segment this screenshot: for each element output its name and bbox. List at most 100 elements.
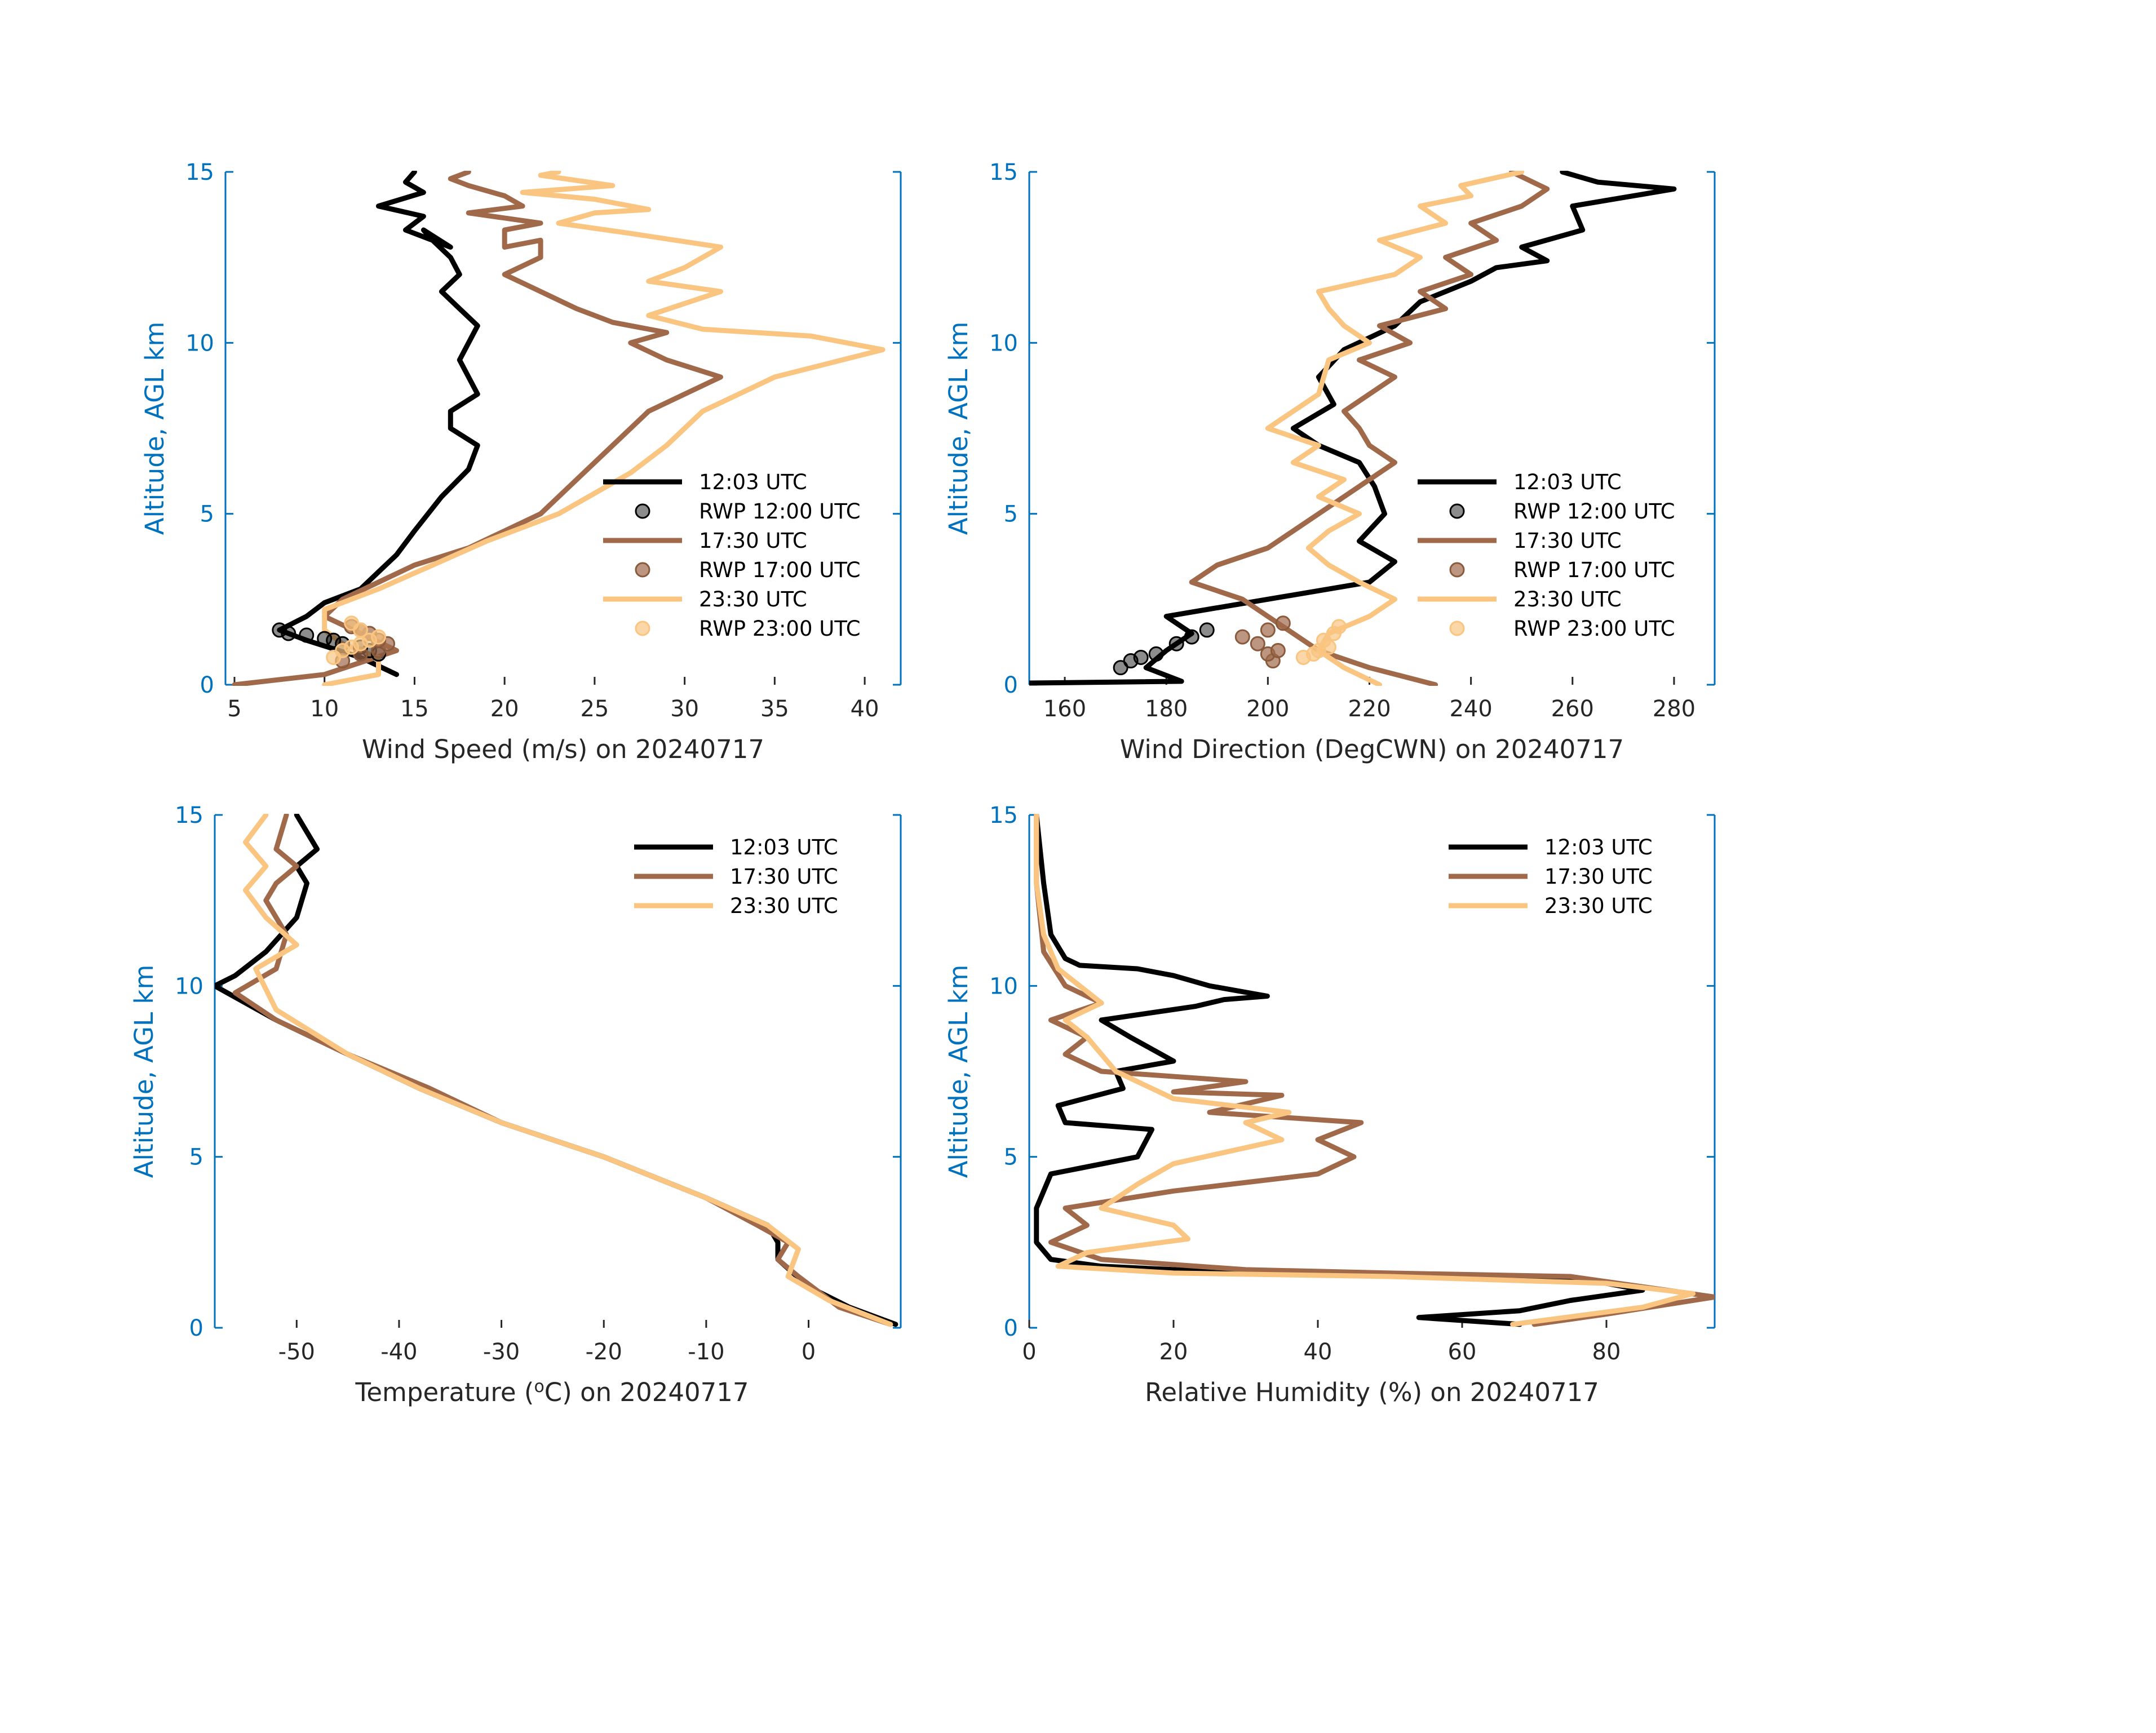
wind-direction-xtick-label: 280	[1653, 696, 1695, 722]
wind-speed-series-17-30-utc	[232, 171, 723, 686]
temperature-legend-item: 12:03 UTC	[634, 835, 838, 859]
wind-direction-legend-label: RWP 23:00 UTC	[1513, 617, 1675, 641]
wind-direction-series-17-30-utc	[1189, 171, 1550, 686]
wind-direction-point-rwp-12-00-utc	[1133, 649, 1149, 665]
humidity-xtick-label: 0	[1022, 1339, 1036, 1365]
temperature-legend-label: 23:30 UTC	[730, 894, 838, 918]
temperature-ylabel: Altitude, AGL km	[129, 965, 159, 1178]
wind-speed-legend-label: RWP 12:00 UTC	[699, 499, 861, 524]
temperature-legend: 12:03 UTC 17:30 UTC 23:30 UTC	[634, 835, 838, 918]
wind-speed-xtick-label: 40	[851, 696, 879, 722]
wind-direction-xtick-label: 260	[1551, 696, 1594, 722]
humidity-series-group	[1034, 814, 1715, 1327]
wind-direction-xtick-label: 240	[1449, 696, 1492, 722]
wind-direction-point-rwp-17-00-utc	[1275, 615, 1291, 631]
wind-speed-point-rwp-12-00-utc	[299, 627, 315, 643]
humidity-ytick-label: 15	[989, 803, 1018, 828]
wind-speed-xtick-label: 10	[310, 696, 339, 722]
humidity-panel: 0 5 10 15 0 20 40 60 80 Altitude, AGL km Relativ…	[944, 803, 1716, 1407]
wind-speed-legend-label: 12:03 UTC	[699, 470, 807, 494]
temperature-series-group	[215, 814, 898, 1327]
humidity-series-17-30-utc	[1034, 814, 1715, 1327]
wind-direction-legend-item: 12:03 UTC	[1418, 470, 1622, 494]
wind-speed-ytick-label: 10	[185, 330, 214, 356]
wind-direction-panel: 0 5 10 15 160 180 200 220 240 260 280 Altitude, AG…	[944, 159, 1716, 764]
wind-speed-point-rwp-12-00-utc	[326, 632, 342, 648]
wind-direction-plot-area: 0 5 10 15 160 180 200 220 240 260 280	[989, 159, 1716, 722]
humidity-series-23-30-utc	[1034, 814, 1696, 1327]
wind-speed-point-rwp-12-00-utc	[272, 622, 287, 638]
wind-speed-series-23-30-utc	[322, 171, 886, 686]
wind-direction-ylabel: Altitude, AGL km	[944, 322, 973, 535]
humidity-legend-item: 23:30 UTC	[1449, 894, 1653, 918]
temperature-series-17-30-utc	[232, 814, 893, 1327]
temperature-xtick-label: -20	[586, 1339, 622, 1365]
wind-direction-point-rwp-12-00-utc	[1199, 622, 1215, 638]
temperature-xtick-label: -50	[278, 1339, 315, 1365]
wind-direction-point-rwp-23-00-utc	[1331, 619, 1347, 635]
humidity-xlabel: Relative Humidity (%) on 20240717	[1145, 1377, 1599, 1407]
wind-direction-ytick-label: 0	[1004, 672, 1018, 698]
temperature-ytick-label: 10	[175, 973, 203, 999]
humidity-ytick-label: 10	[989, 973, 1018, 999]
temperature-series-23-30-utc	[243, 814, 893, 1327]
wind-direction-legend-item: RWP 23:00 UTC	[1449, 617, 1675, 641]
humidity-legend-item: 17:30 UTC	[1449, 865, 1653, 889]
wind-speed-legend-marker	[635, 620, 650, 636]
temperature-legend-item: 23:30 UTC	[634, 894, 838, 918]
temperature-legend-label: 17:30 UTC	[730, 865, 838, 889]
wind-direction-xlabel: Wind Direction (DegCWN) on 20240717	[1120, 734, 1624, 764]
wind-speed-xtick-label: 15	[400, 696, 429, 722]
wind-direction-point-rwp-17-00-utc	[1270, 642, 1286, 658]
wind-direction-point-rwp-12-00-utc	[1184, 629, 1199, 645]
humidity-axes: 0 5 10 15 0 20 40 60 80	[989, 803, 1716, 1365]
wind-speed-series-12-03-utc	[277, 171, 480, 677]
humidity-legend-label: 12:03 UTC	[1544, 835, 1653, 859]
wind-direction-series-23-30-utc	[1265, 171, 1525, 686]
wind-direction-legend-label: 12:03 UTC	[1513, 470, 1622, 494]
temperature-axes: 0 5 10 15 -50 -40 -30 -20 -10 0	[175, 803, 902, 1365]
wind-speed-ytick-label: 5	[200, 502, 214, 528]
wind-speed-legend-label: 17:30 UTC	[699, 529, 807, 553]
humidity-ytick-label: 5	[1004, 1145, 1018, 1171]
temperature-legend-label: 12:03 UTC	[730, 835, 838, 859]
wind-direction-point-rwp-17-00-utc	[1250, 636, 1265, 651]
wind-speed-xtick-label: 30	[670, 696, 699, 722]
humidity-xtick-label: 20	[1159, 1339, 1188, 1365]
temperature-plot-area: 0 5 10 15 -50 -40 -30 -20 -10 0	[175, 803, 902, 1365]
temperature-xlabel-suffix: C) on 20240717	[544, 1377, 749, 1407]
wind-direction-legend-item: RWP 12:00 UTC	[1449, 499, 1675, 524]
humidity-xtick-label: 80	[1592, 1339, 1621, 1365]
wind-speed-series-group	[232, 171, 886, 686]
humidity-plot-area: 0 5 10 15 0 20 40 60 80	[989, 803, 1716, 1365]
temperature-xtick-label: -30	[483, 1339, 520, 1365]
wind-direction-legend-label: 23:30 UTC	[1513, 587, 1622, 611]
wind-direction-point-rwp-12-00-utc	[1168, 636, 1184, 651]
wind-direction-legend-marker	[1449, 620, 1465, 636]
wind-speed-legend-item: RWP 12:00 UTC	[635, 499, 861, 524]
temperature-xtick-label: -10	[688, 1339, 724, 1365]
wind-direction-legend-marker	[1449, 503, 1465, 519]
wind-speed-ytick-label: 15	[185, 159, 214, 185]
wind-speed-legend-marker	[635, 503, 650, 519]
wind-speed-xtick-label: 35	[760, 696, 789, 722]
humidity-legend: 12:03 UTC 17:30 UTC 23:30 UTC	[1449, 835, 1653, 918]
humidity-ytick-label: 0	[1004, 1315, 1018, 1341]
wind-speed-legend-item: 17:30 UTC	[603, 529, 807, 553]
wind-direction-ytick-label: 10	[989, 330, 1018, 356]
humidity-legend-label: 23:30 UTC	[1544, 894, 1653, 918]
wind-direction-ytick-label: 15	[989, 159, 1018, 185]
wind-speed-ytick-label: 0	[200, 672, 214, 698]
wind-direction-series-group	[1029, 171, 1677, 686]
temperature-ytick-label: 5	[189, 1145, 203, 1171]
wind-direction-legend-label: 17:30 UTC	[1513, 529, 1622, 553]
wind-speed-legend-label: 23:30 UTC	[699, 587, 807, 611]
wind-speed-legend-label: RWP 23:00 UTC	[699, 617, 861, 641]
wind-speed-xtick-label: 5	[227, 696, 241, 722]
wind-direction-point-rwp-12-00-utc	[1148, 646, 1164, 662]
temperature-ytick-label: 15	[175, 803, 203, 828]
wind-direction-xtick-label: 160	[1043, 696, 1086, 722]
wind-speed-ylabel: Altitude, AGL km	[140, 322, 170, 535]
